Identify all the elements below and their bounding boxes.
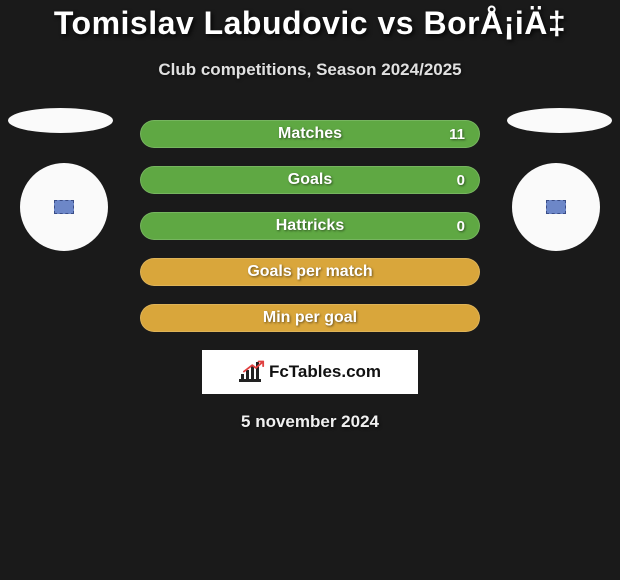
stat-value-right: 0 [457, 172, 465, 189]
player-right-ellipse [507, 108, 612, 133]
main-area: Matches 11 Goals 0 Hattricks 0 Goals per… [0, 120, 620, 332]
stat-value-right: 11 [449, 126, 465, 143]
stat-label: Matches [278, 125, 342, 143]
player-right-crest [512, 163, 600, 251]
player-left-crest [20, 163, 108, 251]
placeholder-badge-icon [546, 200, 566, 214]
comparison-card: Tomislav Labudovic vs BorÅ¡iÄ‡ Club comp… [0, 0, 620, 432]
stat-row-goals: Goals 0 [140, 166, 480, 194]
stat-row-min-per-goal: Min per goal [140, 304, 480, 332]
player-left-ellipse [8, 108, 113, 133]
stat-label: Goals [288, 171, 332, 189]
date-text: 5 november 2024 [0, 412, 620, 432]
stat-label: Goals per match [247, 263, 372, 281]
player-left-block [8, 108, 113, 251]
stat-row-hattricks: Hattricks 0 [140, 212, 480, 240]
subtitle: Club competitions, Season 2024/2025 [0, 60, 620, 80]
logo-chart-icon [239, 362, 263, 382]
placeholder-badge-icon [54, 200, 74, 214]
stat-label: Hattricks [276, 217, 344, 235]
page-title: Tomislav Labudovic vs BorÅ¡iÄ‡ [0, 5, 620, 42]
player-right-block [507, 108, 612, 251]
logo-text: FcTables.com [269, 362, 381, 382]
stat-row-matches: Matches 11 [140, 120, 480, 148]
logo-box: FcTables.com [202, 350, 418, 394]
stat-value-right: 0 [457, 218, 465, 235]
stats-column: Matches 11 Goals 0 Hattricks 0 Goals per… [140, 120, 480, 332]
stat-row-goals-per-match: Goals per match [140, 258, 480, 286]
stat-label: Min per goal [263, 309, 357, 327]
